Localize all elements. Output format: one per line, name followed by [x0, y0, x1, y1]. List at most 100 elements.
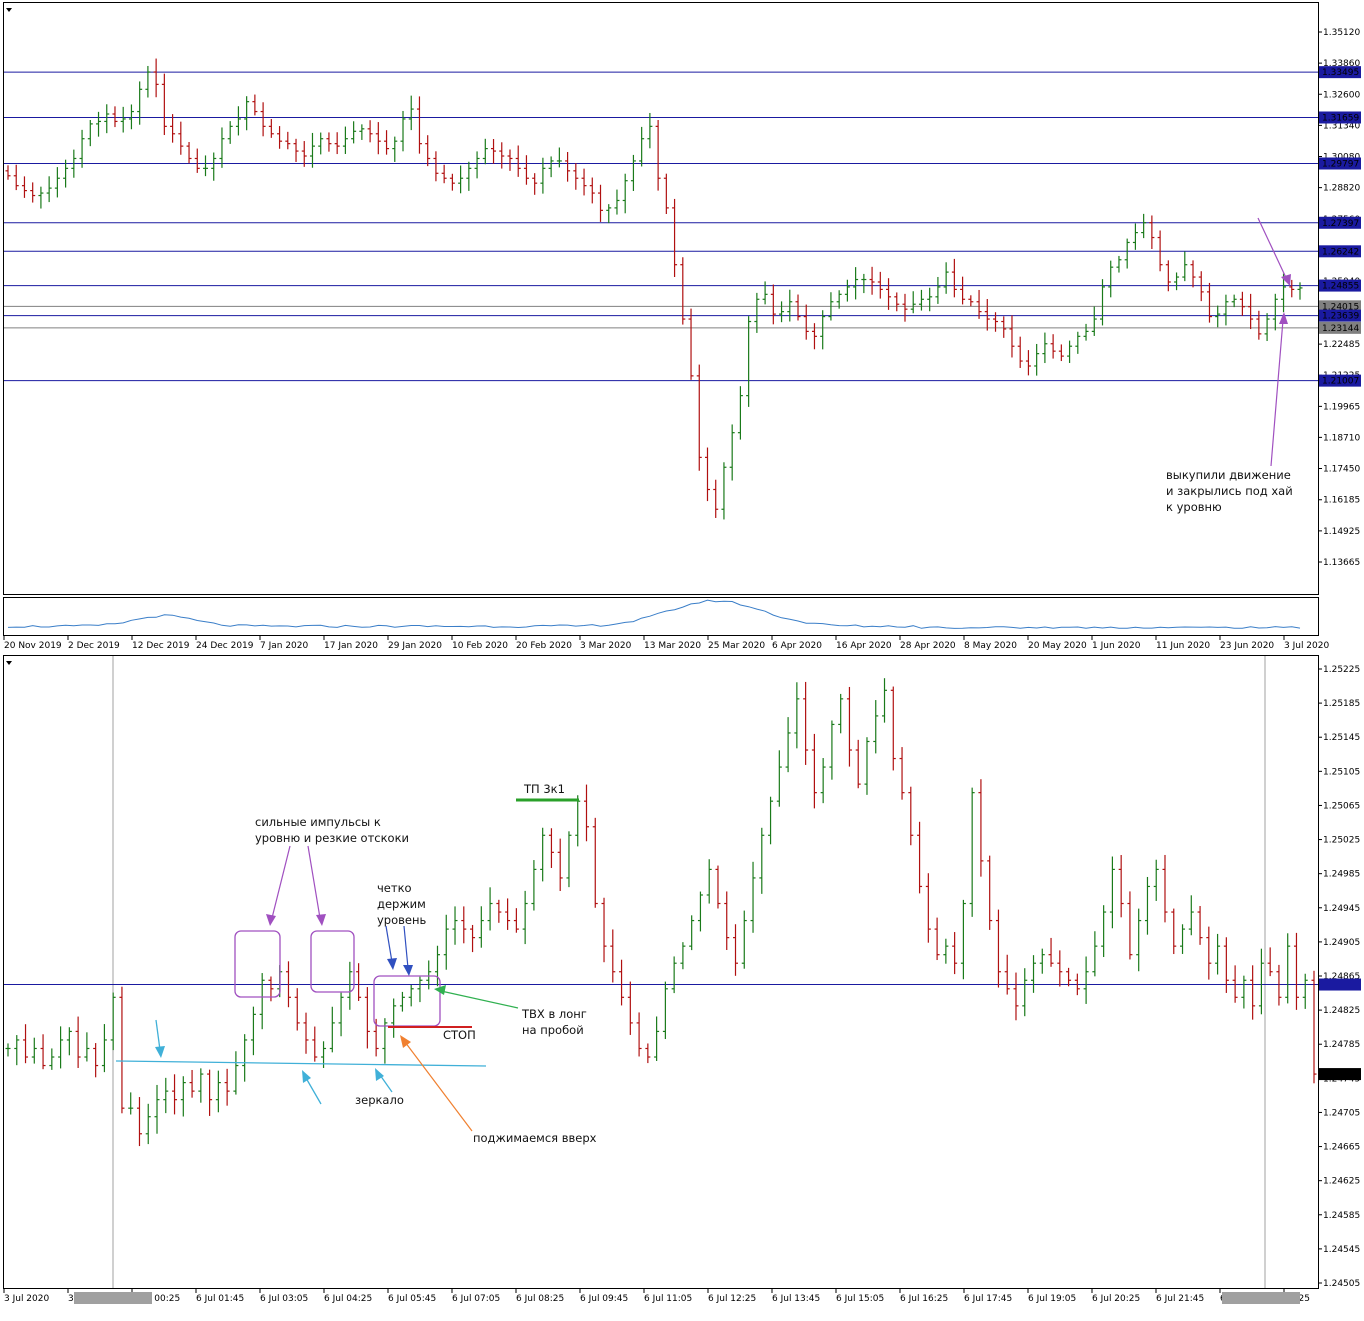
daily-candle: [491, 139, 497, 164]
m5-candle: [952, 932, 958, 975]
time-axis-label: 6 Jul 21:45: [1156, 1294, 1204, 1304]
daily-candle: [1116, 255, 1122, 273]
annotation-text: к уровню: [1166, 500, 1222, 514]
m5-candle: [487, 887, 493, 931]
daily-candle: [1058, 344, 1064, 362]
m5-candle: [84, 1032, 90, 1062]
daily-candle: [548, 156, 554, 178]
level-price-label: 1.31659: [1322, 113, 1359, 123]
date-axis-label: 13 Mar 2020: [644, 641, 701, 651]
daily-candle: [1272, 293, 1278, 331]
arrow-head-icon: [316, 914, 326, 926]
date-axis-label: 3 Mar 2020: [580, 641, 632, 651]
m5-candle: [242, 1034, 248, 1082]
daily-candle: [1157, 230, 1163, 272]
daily-candle: [1067, 340, 1073, 363]
m5-candle: [636, 1012, 642, 1057]
price-axis-label: 1.24585: [1323, 1211, 1360, 1221]
highlight-box: [310, 930, 355, 993]
m5-candle: [575, 795, 581, 847]
daily-candle: [425, 135, 431, 167]
m5-candle: [75, 1016, 81, 1068]
date-axis-label: 10 Feb 2020: [452, 641, 508, 651]
time-axis-label: 6 Jul 03:05: [260, 1294, 308, 1304]
m5-candle: [207, 1069, 213, 1116]
time-axis-label: 6 Jul 11:05: [644, 1294, 692, 1304]
m5-candle: [1258, 948, 1264, 1015]
daily-candle: [252, 94, 258, 116]
daily-candle: [598, 184, 604, 222]
m5-candle: [189, 1069, 195, 1098]
m5-candle: [697, 891, 703, 932]
m5-candle: [1118, 855, 1124, 918]
annotation-arrow: [1257, 217, 1289, 283]
dropdown-icon[interactable]: [6, 661, 12, 665]
price-axis-label: 1.24705: [1323, 1108, 1360, 1118]
daily-candle: [1149, 215, 1155, 250]
daily-candle: [416, 96, 422, 154]
daily-candle: [301, 141, 307, 167]
daily-candle: [737, 386, 743, 440]
m5-candle: [803, 681, 809, 765]
m5-candle: [619, 959, 625, 1006]
price-axis-label: 1.24625: [1323, 1177, 1360, 1187]
daily-candle: [318, 132, 324, 155]
m5-candle: [443, 914, 449, 970]
annotation-arrow: [307, 845, 321, 919]
daily-candle: [1099, 279, 1105, 326]
price-axis-label: 1.16185: [1323, 496, 1360, 506]
m5-candle: [505, 898, 511, 930]
daily-candle: [688, 308, 694, 380]
m5-candle: [741, 910, 747, 969]
m5-candle: [1188, 895, 1194, 936]
m5-candle: [294, 988, 300, 1031]
daily-candle: [820, 310, 826, 350]
daily-candle: [186, 141, 192, 164]
annotation-arrow: [305, 1077, 322, 1105]
daily-candle: [672, 198, 678, 277]
m5-candle: [689, 915, 695, 951]
daily-candle: [565, 151, 571, 182]
daily-candle: [1231, 294, 1237, 308]
dropdown-icon[interactable]: [6, 8, 12, 12]
m5-candle: [364, 987, 370, 1049]
daily-candle: [532, 173, 538, 195]
daily-candle: [1182, 251, 1188, 282]
m5-candle: [470, 924, 476, 953]
m5-candle: [627, 981, 633, 1035]
level-price-label: 1.23639: [1322, 312, 1359, 322]
price-axis-label: 1.32600: [1323, 90, 1360, 100]
arrow-head-icon: [1279, 312, 1288, 324]
date-axis-label: 17 Jan 2020: [324, 641, 378, 651]
m5-candle: [838, 693, 844, 734]
m5-candle: [1022, 968, 1028, 1017]
daily-candle: [1206, 282, 1212, 323]
daily-candle: [1174, 272, 1180, 291]
daily-candle: [161, 73, 167, 136]
m5-candle: [882, 678, 888, 723]
m5-candle: [1241, 975, 1247, 1009]
daily-candle: [976, 289, 982, 319]
daily-candle: [951, 258, 957, 298]
m5-candle: [461, 906, 467, 944]
daily-candle: [540, 157, 546, 194]
daily-candle: [993, 312, 999, 332]
m5-candle: [750, 861, 756, 933]
annotation-text: держим: [377, 897, 426, 911]
daily-candle: [647, 112, 653, 149]
daily-candle: [128, 104, 134, 130]
m5-candle: [829, 720, 835, 780]
time-axis-label: 6 Jul 17:45: [964, 1294, 1012, 1304]
m5-candle: [1039, 948, 1045, 974]
daily-candle: [1042, 332, 1048, 364]
annotation-arrow: [385, 925, 393, 963]
daily-candle: [120, 106, 126, 133]
daily-candle: [499, 142, 505, 169]
date-axis-label: 24 Dec 2019: [196, 641, 254, 651]
m5-candle: [610, 929, 616, 983]
level-price-tag: [1319, 309, 1361, 322]
daily-candle: [309, 132, 315, 168]
daily-candle: [260, 102, 266, 137]
m5-candle: [14, 1035, 20, 1066]
